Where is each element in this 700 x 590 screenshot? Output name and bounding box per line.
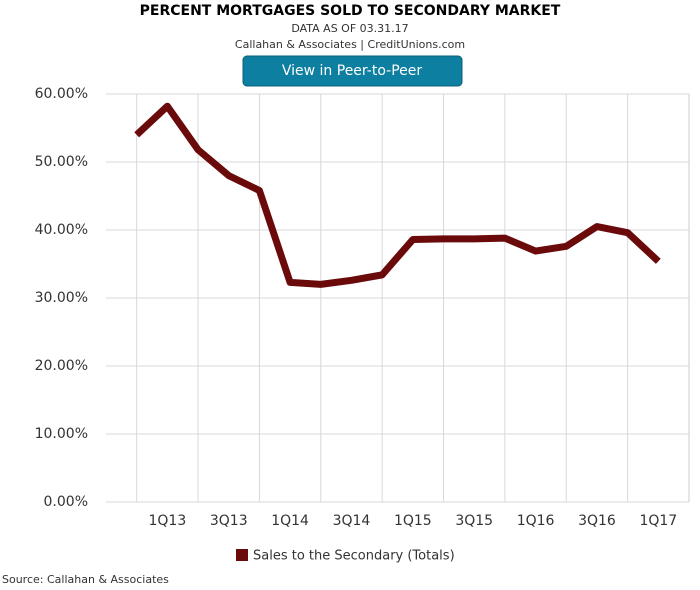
y-tick-label: 0.00% (44, 494, 88, 510)
y-tick-label: 40.00% (35, 222, 88, 238)
chart-subtitle: DATA AS OF 03.31.17 (291, 22, 408, 35)
legend-label: Sales to the Secondary (Totals) (253, 549, 455, 564)
data-line (134, 102, 661, 288)
y-tick-label: 50.00% (35, 154, 88, 170)
button-label[interactable]: View in Peer-to-Peer (282, 63, 423, 79)
y-tick-label: 30.00% (35, 290, 88, 306)
y-tick-label: 20.00% (35, 358, 88, 374)
x-tick-label: 3Q16 (578, 513, 616, 529)
button[interactable]: View in Peer-to-Peer (242, 55, 463, 87)
button-bg[interactable] (242, 55, 463, 87)
chart-credit: Callahan & Associates | CreditUnions.com (235, 38, 465, 51)
x-tick-label: 1Q17 (639, 513, 677, 529)
y-tick-label: 60.00% (35, 86, 88, 102)
y-tick-label: 10.00% (35, 426, 88, 442)
chart-title: PERCENT MORTGAGES SOLD TO SECONDARY MARK… (140, 3, 561, 19)
x-tick-label: 1Q14 (271, 513, 309, 529)
x-tick-label: 1Q16 (517, 513, 555, 529)
legend-swatch (236, 549, 248, 561)
source: Source: Callahan & Associates (2, 573, 169, 586)
x-tick-label: 1Q13 (148, 513, 186, 529)
x-tick-label: 3Q15 (455, 513, 493, 529)
x-tick-label: 3Q14 (333, 513, 371, 529)
x-tick-label: 3Q13 (210, 513, 248, 529)
x-tick-label: 1Q15 (394, 513, 432, 529)
